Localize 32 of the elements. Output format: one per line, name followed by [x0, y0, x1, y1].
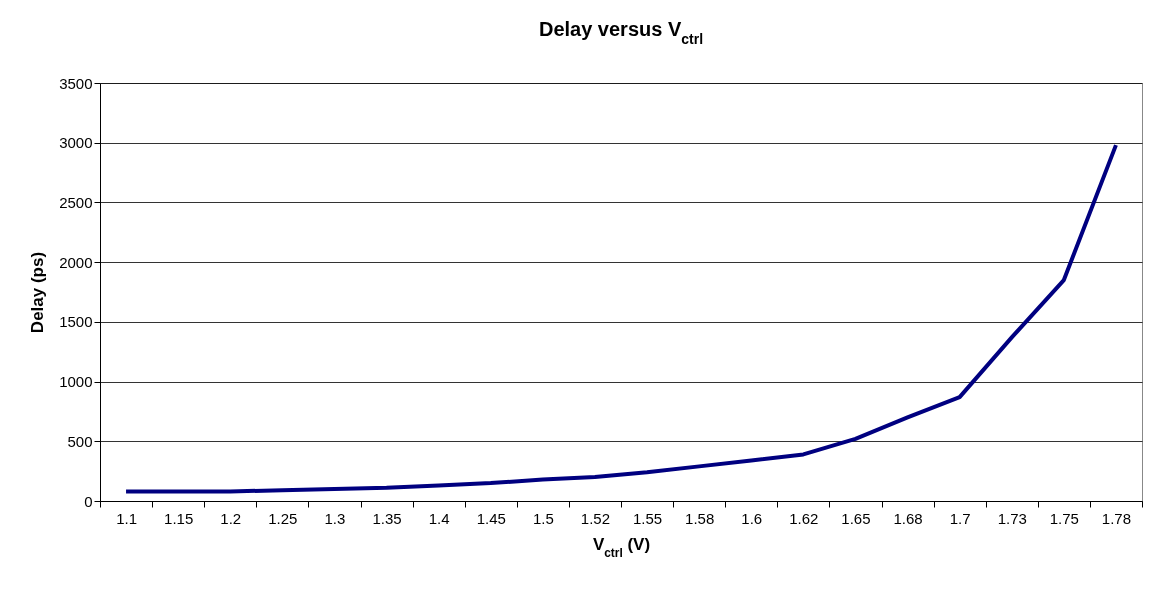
y-tick-label: 0 — [84, 492, 93, 510]
x-tick-label: 1.52 — [580, 509, 611, 527]
x-tick-label: 1.1 — [116, 509, 137, 527]
line-series — [124, 143, 1118, 494]
x-tick-label: 1.25 — [268, 509, 298, 527]
y-tick-label: 3000 — [59, 134, 93, 152]
y-tick-label: 1000 — [59, 373, 93, 391]
y-tick-label: 2000 — [59, 253, 93, 271]
y-tick-label: 1500 — [59, 313, 93, 331]
x-tick-label: 1.73 — [997, 509, 1027, 527]
x-tick-label: 1.5 — [532, 509, 554, 527]
x-tick-label: 1.78 — [1101, 509, 1132, 527]
x-tick-label: 1.75 — [1049, 509, 1079, 527]
chart-title: Delay versus V$_{ctrl}$ — [538, 18, 704, 47]
x-tick-label: 1.4 — [428, 509, 450, 527]
x-tick-label: 1.68 — [893, 509, 923, 527]
x-tick-label: 1.62 — [789, 509, 819, 527]
y-tick-label: 2500 — [59, 193, 93, 211]
y-axis-title: Delay (ps) — [28, 251, 48, 334]
x-tick-label: 1.6 — [741, 509, 763, 527]
y-tick-label: 3500 — [59, 74, 93, 92]
x-tick-label: 1.55 — [632, 509, 663, 527]
x-axis-title: V$_{ctrl}$ (V) — [592, 534, 651, 560]
y-tick-label: 500 — [67, 432, 93, 450]
x-tick-label: 1.2 — [220, 509, 242, 527]
x-tick-label: 1.7 — [949, 509, 971, 527]
x-tick-label: 1.45 — [476, 509, 506, 527]
x-tick-label: 1.58 — [685, 509, 715, 527]
x-tick-label: 1.3 — [324, 509, 346, 527]
x-tick-label: 1.15 — [164, 509, 194, 527]
x-tick-label: 1.35 — [372, 509, 402, 527]
x-tick-label: 1.65 — [841, 509, 871, 527]
